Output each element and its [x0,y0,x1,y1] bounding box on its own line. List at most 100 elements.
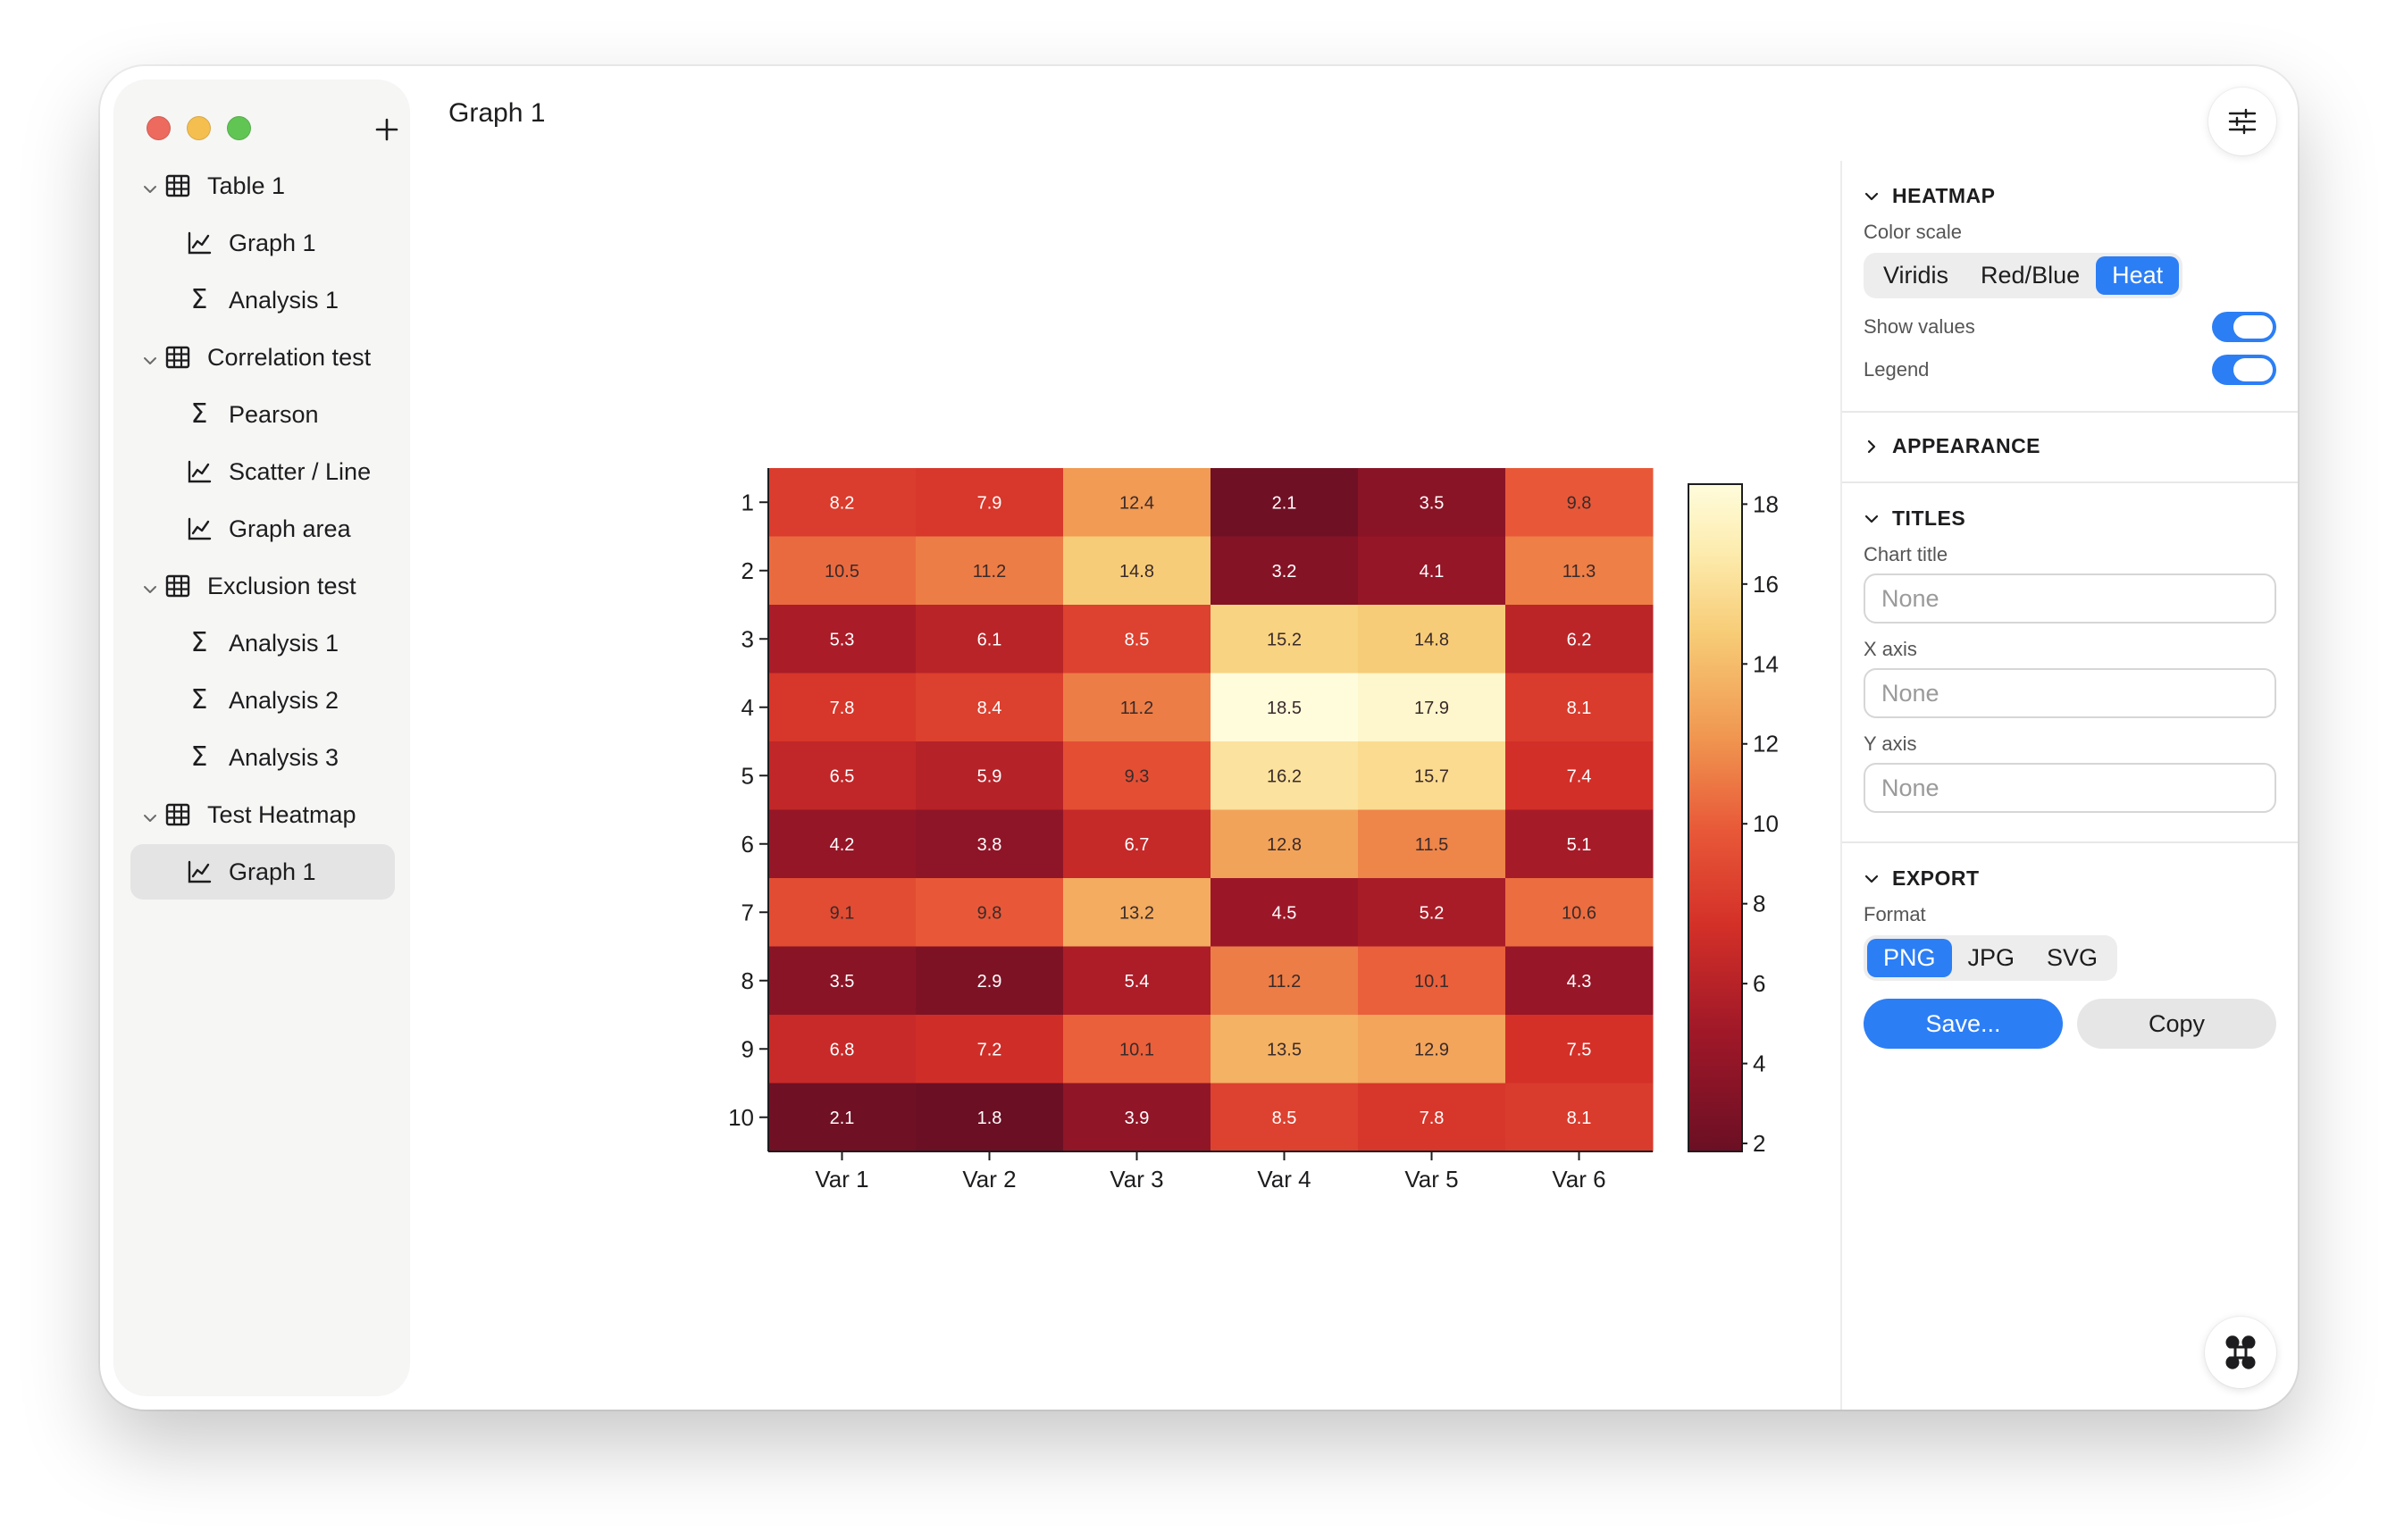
sidebar-item-label: Correlation test [207,343,372,371]
color-scale-option[interactable]: Heat [2096,256,2180,295]
y-tick-label: 4 [741,694,754,721]
export-section-header[interactable]: EXPORT [1864,866,2276,891]
heatmap-cell [1211,468,1359,537]
table-icon [164,801,191,828]
cell-value-label: 6.5 [830,766,855,786]
legend-toggle[interactable] [2212,355,2276,385]
chevron-down-icon[interactable] [141,177,159,195]
cell-value-label: 8.1 [1567,699,1592,718]
x-tick-label: Var 2 [962,1166,1016,1193]
sidebar-item[interactable]: Scatter / Line [114,443,409,500]
sidebar-item[interactable]: Test Heatmap [114,786,409,843]
command-button[interactable] [2205,1317,2276,1388]
cell-value-label: 10.5 [825,562,859,582]
cell-value-label: 4.2 [830,835,855,855]
heatmap-cell [1505,468,1654,537]
cell-value-label: 13.5 [1267,1040,1302,1059]
sigma-icon: Σ [190,398,208,430]
cell-value-label: 9.8 [977,903,1002,923]
heatmap-section-header[interactable]: HEATMAP [1864,184,2276,208]
show-values-label: Show values [1864,315,1975,338]
sidebar-item[interactable]: Exclusion test [114,557,409,615]
close-window-button[interactable] [147,116,171,140]
chevron-down-icon [1864,875,1879,883]
sigma-icon: Σ [190,627,208,658]
y-tick-label: 3 [741,625,754,652]
heatmap-cell [1211,878,1359,947]
cell-value-label: 4.5 [1272,903,1297,923]
heatmap-section-title: HEATMAP [1892,184,1996,207]
line-chart-icon [186,230,213,256]
sidebar-item[interactable]: Graph area [114,500,409,557]
divider [1842,481,2298,483]
color-scale-option[interactable]: Red/Blue [1981,262,2081,289]
x-axis-field[interactable]: None [1864,668,2276,718]
sidebar-item[interactable]: Table 1 [114,157,409,214]
line-chart-icon [186,515,213,542]
cell-value-label: 6.7 [1125,835,1150,855]
format-option[interactable]: PNG [1867,939,1952,977]
sidebar-item[interactable]: Graph 1 [114,214,409,272]
appearance-section-header[interactable]: APPEARANCE [1864,434,2276,458]
x-tick-label: Var 5 [1404,1166,1458,1193]
cell-value-label: 6.8 [830,1040,855,1059]
cell-value-label: 12.8 [1267,835,1302,855]
cell-value-label: 8.1 [1567,1109,1592,1128]
sidebar-item-label: Analysis 3 [229,743,339,771]
copy-button[interactable]: Copy [2077,999,2276,1049]
cell-value-label: 9.8 [1567,493,1592,513]
cell-value-label: 17.9 [1414,699,1449,718]
y-axis-field[interactable]: None [1864,763,2276,813]
sidebar-item-label: Graph 1 [229,858,316,885]
sidebar-item[interactable]: Σ Analysis 1 [114,615,409,672]
cell-value-label: 8.5 [1125,630,1150,649]
format-option[interactable]: SVG [2047,944,2099,971]
y-tick-label: 2 [741,557,754,584]
chevron-down-icon[interactable] [141,806,159,824]
show-values-toggle[interactable] [2212,312,2276,342]
y-tick-label: 8 [741,967,754,994]
heatmap-cell [768,946,917,1016]
sidebar-item[interactable]: Σ Pearson [114,386,409,443]
minimize-window-button[interactable] [187,116,211,140]
chevron-down-icon[interactable] [141,348,159,366]
heatmap-cell [1063,1015,1211,1084]
sidebar-item[interactable]: Σ Analysis 3 [114,729,409,786]
cell-value-label: 11.5 [1415,835,1448,855]
sidebar-item[interactable]: Σ Analysis 1 [114,272,409,329]
appearance-section-title: APPEARANCE [1892,434,2041,457]
cell-value-label: 10.1 [1119,1040,1154,1059]
save-button[interactable]: Save... [1864,999,2063,1049]
heatmap-cell [768,468,917,537]
cell-value-label: 5.4 [1125,972,1150,992]
heatmap-cell [1505,809,1654,879]
project-tree: Table 1 Graph 1 Σ Analysis 1 Correlation tes… [114,157,409,900]
heatmap-cell [1505,1083,1654,1152]
export-actions: Save... Copy [1864,999,2276,1049]
colorbar-tick-label: 4 [1753,1050,1765,1077]
appearance-section: APPEARANCE [1842,413,2298,481]
chevron-down-icon[interactable] [141,577,159,595]
chart-title-field[interactable]: None [1864,573,2276,624]
cell-value-label: 15.7 [1414,766,1449,786]
x-axis-label: X axis [1864,638,1917,660]
color-scale-option[interactable]: Viridis [1883,262,1949,289]
heatmap-cell [1063,809,1211,879]
format-option[interactable]: JPG [1967,944,2015,971]
sidebar-item[interactable]: Correlation test [114,329,409,386]
add-item-button[interactable] [372,114,402,145]
line-chart-icon [186,458,213,485]
heatmap-cell [1211,809,1359,879]
zoom-window-button[interactable] [227,116,251,140]
heatmap-cell [916,741,1064,810]
cell-value-label: 3.5 [830,972,855,992]
sidebar-item[interactable]: Σ Analysis 2 [114,672,409,729]
titles-section-header[interactable]: TITLES [1864,506,2276,531]
cell-value-label: 7.5 [1567,1040,1592,1059]
app-window: Table 1 Graph 1 Σ Analysis 1 Correlation tes… [100,66,2298,1410]
cell-value-label: 7.8 [1420,1109,1445,1128]
color-scale-label: Color scale [1864,221,1963,243]
inspector-panel: HEATMAP Color scale Viridis Red/Blue Heat … [1842,161,2298,1410]
settings-button[interactable] [2208,88,2276,155]
sidebar-item[interactable]: Graph 1 [114,843,409,900]
